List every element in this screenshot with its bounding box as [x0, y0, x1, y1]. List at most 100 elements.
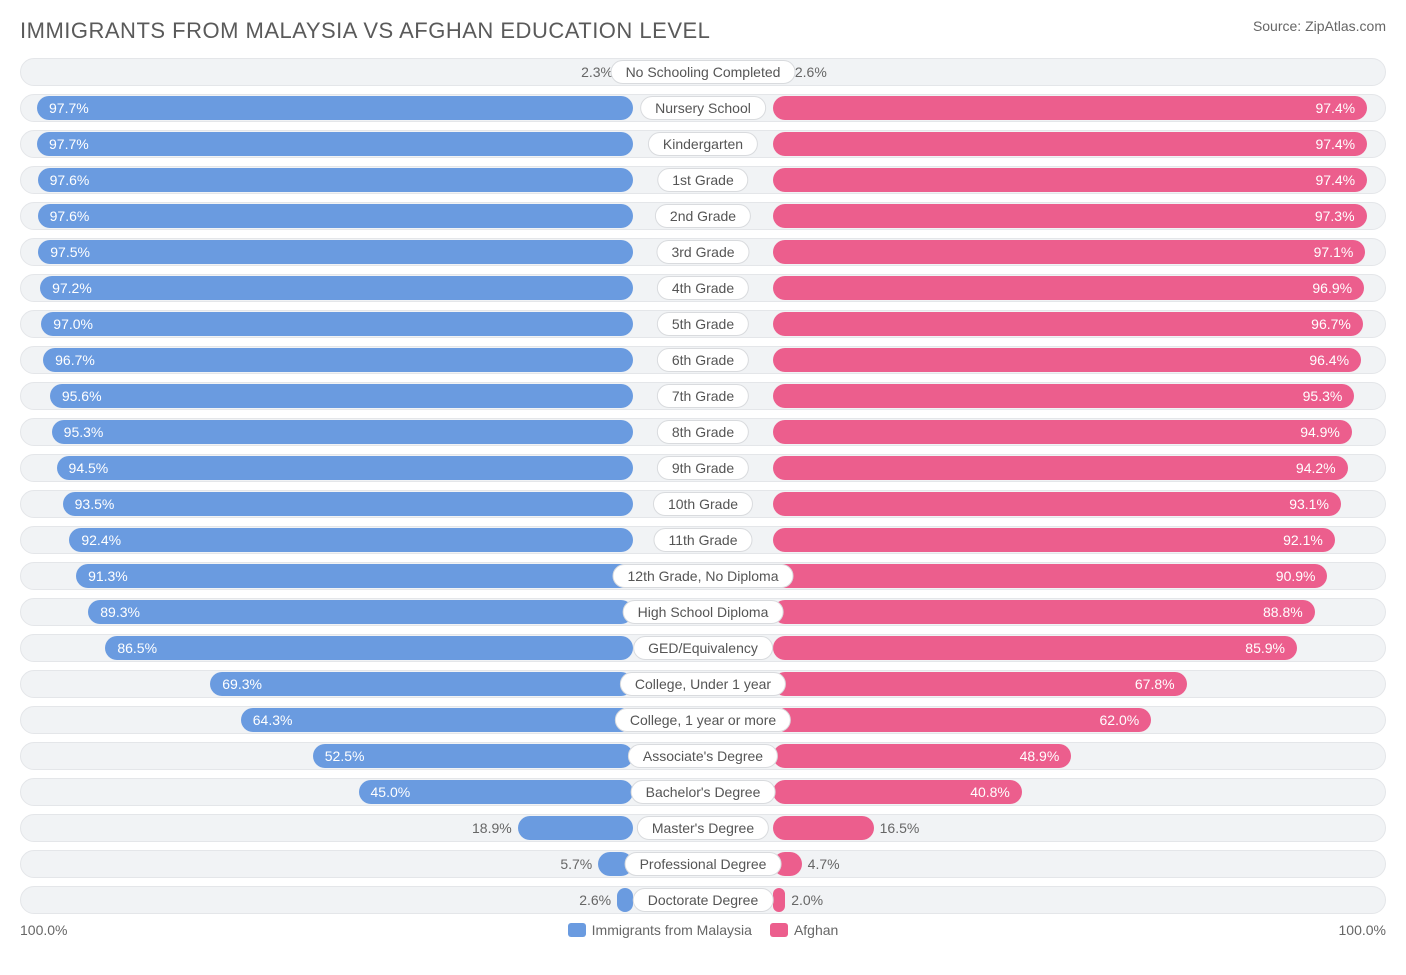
bar-right: [773, 384, 1354, 408]
bar-left: [57, 456, 633, 480]
bar-left: [38, 168, 633, 192]
chart-row: 97.2%96.9%4th Grade: [20, 274, 1386, 302]
category-label: 11th Grade: [653, 528, 752, 552]
chart-row: 97.7%97.4%Kindergarten: [20, 130, 1386, 158]
pct-left: 97.7%: [37, 95, 89, 121]
pct-right: 48.9%: [1020, 743, 1072, 769]
chart-row: 18.9%16.5%Master's Degree: [20, 814, 1386, 842]
pct-left: 97.0%: [41, 311, 93, 337]
category-label: High School Diploma: [623, 600, 784, 624]
pct-right: 90.9%: [1276, 563, 1328, 589]
bar-left: [69, 528, 633, 552]
chart-row: 95.6%95.3%7th Grade: [20, 382, 1386, 410]
category-label: 9th Grade: [657, 456, 749, 480]
bar-right: [773, 204, 1367, 228]
bar-left: [518, 816, 633, 840]
category-label: 2nd Grade: [655, 204, 751, 228]
diverging-bar-chart: 2.3%2.6%No Schooling Completed97.7%97.4%…: [20, 58, 1386, 914]
chart-row: 91.3% 90.9% 12th Grade, No Diploma: [20, 562, 1386, 590]
source-label: Source:: [1253, 18, 1301, 34]
chart-row: 97.7%97.4%Nursery School: [20, 94, 1386, 122]
axis-left-max: 100.0%: [20, 922, 67, 938]
pct-left: 95.6%: [50, 383, 102, 409]
chart-row: 52.5%48.9%Associate's Degree: [20, 742, 1386, 770]
category-label: Professional Degree: [625, 852, 782, 876]
chart-row: 97.5%97.1%3rd Grade: [20, 238, 1386, 266]
legend: Immigrants from Malaysia Afghan: [568, 922, 839, 938]
bar-right: [773, 672, 1187, 696]
axis-legend-row: 100.0% Immigrants from Malaysia Afghan 1…: [20, 922, 1386, 938]
chart-row: 89.3%88.8%High School Diploma: [20, 598, 1386, 626]
category-label: 5th Grade: [657, 312, 749, 336]
category-label: College, 1 year or more: [615, 708, 791, 732]
pct-right: 97.4%: [1315, 95, 1367, 121]
bar-left: [63, 492, 633, 516]
category-label: 1st Grade: [657, 168, 748, 192]
chart-row: 96.7%96.4%6th Grade: [20, 346, 1386, 374]
category-label: Doctorate Degree: [633, 888, 774, 912]
bar-right: [773, 240, 1365, 264]
bar-left: [241, 708, 633, 732]
bar-right: [773, 528, 1335, 552]
pct-left: 64.3%: [241, 707, 293, 733]
chart-row: 64.3% 62.0% College, 1 year or more: [20, 706, 1386, 734]
pct-left: 93.5%: [63, 491, 115, 517]
pct-left: 2.3%: [581, 59, 613, 85]
chart-source: Source: ZipAtlas.com: [1253, 18, 1386, 34]
pct-right: 88.8%: [1263, 599, 1315, 625]
pct-right: 97.4%: [1315, 131, 1367, 157]
pct-left: 97.6%: [38, 167, 90, 193]
bar-left: [52, 420, 633, 444]
pct-left: 92.4%: [69, 527, 121, 553]
bar-right: [773, 816, 874, 840]
pct-left: 86.5%: [105, 635, 157, 661]
chart-row: 94.5%94.2%9th Grade: [20, 454, 1386, 482]
bar-left: [38, 204, 633, 228]
pct-left: 96.7%: [43, 347, 95, 373]
pct-right: 97.3%: [1315, 203, 1367, 229]
bar-left: [617, 888, 633, 912]
pct-left: 91.3%: [76, 563, 128, 589]
bar-left: [38, 240, 633, 264]
bar-right: [773, 636, 1297, 660]
bar-right: [773, 312, 1363, 336]
pct-right: 85.9%: [1245, 635, 1297, 661]
chart-row: 97.6% 97.3% 2nd Grade: [20, 202, 1386, 230]
category-label: 8th Grade: [657, 420, 749, 444]
legend-item-right: Afghan: [770, 922, 838, 938]
category-label: College, Under 1 year: [620, 672, 786, 696]
category-label: GED/Equivalency: [633, 636, 773, 660]
category-label: 4th Grade: [657, 276, 749, 300]
pct-right: 96.7%: [1311, 311, 1363, 337]
axis-right-max: 100.0%: [1339, 922, 1386, 938]
bar-right: [773, 168, 1367, 192]
category-label: Master's Degree: [637, 816, 769, 840]
pct-left: 97.6%: [38, 203, 90, 229]
pct-right: 40.8%: [970, 779, 1022, 805]
chart-row: 69.3%67.8%College, Under 1 year: [20, 670, 1386, 698]
pct-left: 18.9%: [472, 815, 512, 841]
category-label: No Schooling Completed: [611, 60, 796, 84]
chart-row: 97.0% 96.7% 5th Grade: [20, 310, 1386, 338]
bar-right: [773, 96, 1367, 120]
chart-row: 5.7%4.7%Professional Degree: [20, 850, 1386, 878]
bar-right: [773, 492, 1341, 516]
pct-left: 97.7%: [37, 131, 89, 157]
pct-left: 5.7%: [560, 851, 592, 877]
pct-right: 2.0%: [791, 887, 823, 913]
chart-row: 97.6%97.4%1st Grade: [20, 166, 1386, 194]
pct-right: 62.0%: [1100, 707, 1152, 733]
pct-left: 52.5%: [313, 743, 365, 769]
bar-right: [773, 456, 1348, 480]
legend-item-left: Immigrants from Malaysia: [568, 922, 752, 938]
bar-left: [41, 312, 633, 336]
pct-left: 94.5%: [57, 455, 109, 481]
category-label: 12th Grade, No Diploma: [613, 564, 794, 588]
bar-right: [773, 600, 1315, 624]
pct-right: 67.8%: [1135, 671, 1187, 697]
bar-left: [88, 600, 633, 624]
pct-right: 95.3%: [1303, 383, 1355, 409]
pct-right: 97.1%: [1314, 239, 1366, 265]
bar-left: [40, 276, 633, 300]
chart-row: 92.4%92.1%11th Grade: [20, 526, 1386, 554]
